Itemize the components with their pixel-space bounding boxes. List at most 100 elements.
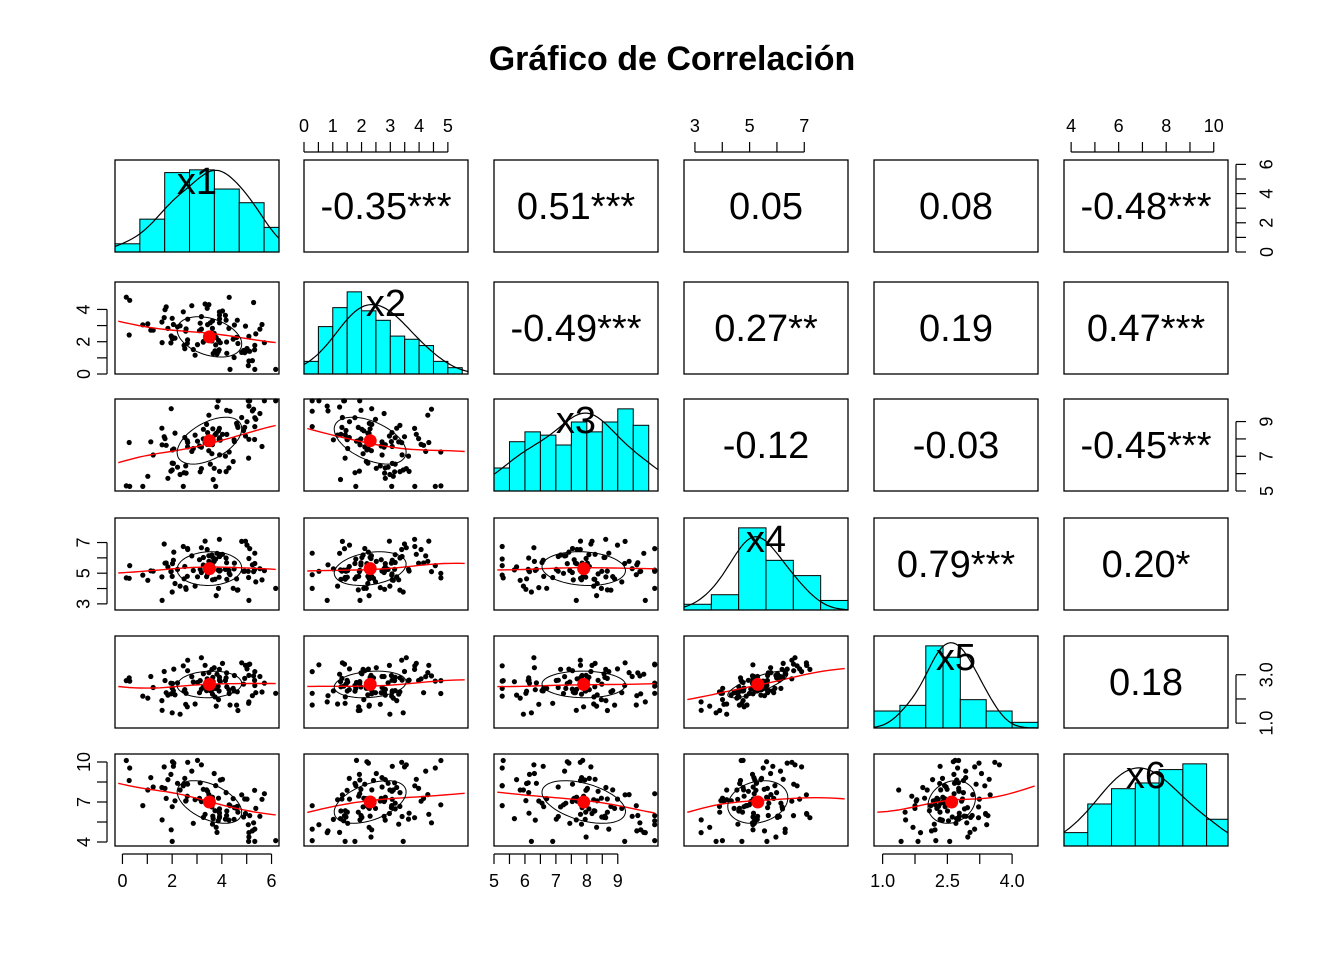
scatter-point xyxy=(610,787,616,793)
hist-bar xyxy=(139,218,166,253)
scatter-point xyxy=(273,838,279,844)
scatter-point xyxy=(416,436,422,442)
scatter-point xyxy=(937,809,943,815)
mean-point xyxy=(577,795,591,809)
scatter-point xyxy=(932,827,938,833)
scatter-point xyxy=(400,710,406,716)
scatter-point xyxy=(205,430,211,436)
scatter-point xyxy=(183,463,189,469)
scatter-point xyxy=(163,795,169,802)
scatter-point xyxy=(252,826,258,832)
scatter-point xyxy=(246,574,252,581)
scatter-point xyxy=(612,576,618,582)
panel-frame xyxy=(683,159,849,253)
hist-bar xyxy=(1063,832,1089,847)
scatter-point xyxy=(652,822,658,828)
scatter-point xyxy=(316,662,322,668)
scatter-point xyxy=(533,680,540,686)
scatter-point xyxy=(438,483,444,489)
correlation-value: 0.79*** xyxy=(897,544,1016,586)
scatter-point xyxy=(976,804,982,810)
scatter-point xyxy=(246,333,252,339)
scatter-point xyxy=(273,585,279,592)
scatter-point xyxy=(172,692,178,698)
panel-frame xyxy=(683,398,849,492)
scatter-point xyxy=(245,568,251,574)
scatter-point xyxy=(555,684,561,691)
hist-bar xyxy=(820,599,849,611)
scatter-point xyxy=(514,692,520,698)
scatter-point xyxy=(252,787,258,793)
tick-label: 4 xyxy=(217,871,227,891)
scatter-point xyxy=(198,569,204,576)
scatter-point xyxy=(159,784,165,791)
panel-frame xyxy=(493,159,659,253)
scatter-point xyxy=(761,828,768,834)
scatter-point xyxy=(252,424,258,430)
panel-frame xyxy=(303,753,469,847)
scatter-point xyxy=(396,577,402,583)
scatter-point xyxy=(604,568,610,574)
scatter-point xyxy=(581,573,587,579)
panel-x4-x2 xyxy=(303,517,469,611)
scatter-point xyxy=(641,550,647,556)
scatter-point xyxy=(171,549,177,555)
scatter-point xyxy=(231,354,237,361)
scatter-point xyxy=(192,352,198,358)
scatter-point xyxy=(592,660,598,667)
scatter-point xyxy=(949,814,955,820)
scatter-point xyxy=(197,678,203,684)
scatter-point xyxy=(574,546,580,553)
scatter-point xyxy=(965,834,971,840)
scatter-point xyxy=(770,763,776,769)
scatter-point xyxy=(629,673,635,680)
scatter-point xyxy=(720,796,726,802)
scatter-point xyxy=(499,783,505,789)
scatter-point xyxy=(159,425,165,431)
scatter-point xyxy=(239,660,245,666)
scatter-point xyxy=(428,569,435,575)
scatter-point xyxy=(145,695,151,701)
scatter-point xyxy=(325,562,331,568)
scatter-point xyxy=(743,803,749,809)
scatter-point xyxy=(396,821,402,827)
density-curve xyxy=(873,642,1039,729)
scatter-point xyxy=(584,785,591,792)
panel-frame xyxy=(493,753,659,847)
scatter-point xyxy=(145,577,151,583)
correlation-value: -0.35*** xyxy=(321,186,452,228)
scatter-point xyxy=(231,560,237,566)
panel-frame xyxy=(873,635,1039,729)
scatter-point xyxy=(594,824,600,830)
scatter-point xyxy=(526,555,532,561)
scatter-point xyxy=(202,538,208,544)
scatter-point xyxy=(418,441,424,447)
variable-label-x3: x3 xyxy=(556,400,596,442)
scatter-point xyxy=(385,464,391,470)
scatter-point xyxy=(403,762,409,768)
scatter-point xyxy=(253,331,259,337)
smooth-line xyxy=(307,679,465,688)
scatter-point xyxy=(309,803,315,809)
scatter-point xyxy=(235,340,241,347)
scatter-point xyxy=(599,568,605,574)
scatter-point xyxy=(394,784,400,791)
scatter-point xyxy=(126,575,132,581)
scatter-point xyxy=(580,757,586,764)
scatter-point xyxy=(346,796,353,802)
scatter-point xyxy=(984,822,990,828)
scatter-point xyxy=(612,702,618,708)
scatter-point xyxy=(528,710,535,716)
scatter-point xyxy=(373,665,379,671)
scatter-point xyxy=(750,827,756,833)
scatter-point xyxy=(242,323,249,329)
mean-point xyxy=(202,330,216,344)
scatter-point xyxy=(626,558,632,564)
scatter-point xyxy=(400,589,406,595)
scatter-point xyxy=(369,406,375,412)
scatter-point xyxy=(223,790,229,796)
scatter-point xyxy=(226,465,232,471)
correlation-ellipse xyxy=(727,780,789,824)
scatter-point xyxy=(169,759,176,765)
panel-frame xyxy=(493,398,659,492)
